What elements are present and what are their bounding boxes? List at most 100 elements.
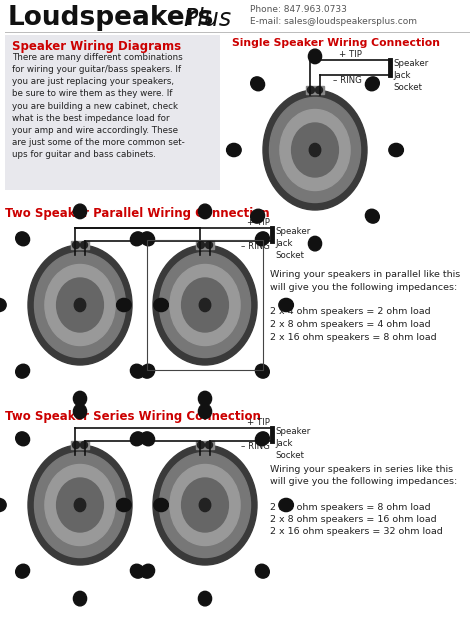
Ellipse shape xyxy=(199,391,211,406)
Text: E-mail: sales@loudspeakersplus.com: E-mail: sales@loudspeakersplus.com xyxy=(250,17,417,26)
Text: Wiring your speakers in parallel like this
will give you the following impedance: Wiring your speakers in parallel like th… xyxy=(270,270,460,341)
Ellipse shape xyxy=(141,432,155,446)
Ellipse shape xyxy=(73,391,87,406)
Ellipse shape xyxy=(45,265,115,346)
Text: – RING: – RING xyxy=(241,442,270,451)
Bar xyxy=(196,441,214,449)
Ellipse shape xyxy=(0,298,6,312)
Ellipse shape xyxy=(227,143,241,157)
Text: + TIP: + TIP xyxy=(339,50,362,59)
Ellipse shape xyxy=(56,478,103,532)
Ellipse shape xyxy=(365,77,379,91)
Ellipse shape xyxy=(130,564,144,578)
Ellipse shape xyxy=(199,592,211,606)
Text: Speaker
Jack
Socket: Speaker Jack Socket xyxy=(393,59,428,92)
Ellipse shape xyxy=(154,499,168,511)
Ellipse shape xyxy=(16,432,29,446)
Text: + TIP: + TIP xyxy=(247,418,270,427)
Bar xyxy=(71,441,89,449)
Circle shape xyxy=(198,241,204,248)
Ellipse shape xyxy=(199,204,211,219)
Text: Two Speaker Parallel Wiring Connection: Two Speaker Parallel Wiring Connection xyxy=(5,207,270,220)
Ellipse shape xyxy=(130,232,144,246)
Text: Two Speaker Series Wiring Connection: Two Speaker Series Wiring Connection xyxy=(5,410,261,423)
Ellipse shape xyxy=(170,465,240,545)
Ellipse shape xyxy=(199,499,211,511)
Circle shape xyxy=(81,442,88,449)
Ellipse shape xyxy=(56,278,103,332)
Circle shape xyxy=(81,241,88,248)
FancyBboxPatch shape xyxy=(5,35,220,190)
Ellipse shape xyxy=(159,253,250,358)
Circle shape xyxy=(73,442,80,449)
Ellipse shape xyxy=(74,499,86,511)
Text: Phone: 847.963.0733: Phone: 847.963.0733 xyxy=(250,5,347,14)
Ellipse shape xyxy=(255,232,269,246)
Ellipse shape xyxy=(389,143,403,157)
Ellipse shape xyxy=(130,432,144,446)
Ellipse shape xyxy=(251,77,264,91)
Ellipse shape xyxy=(28,245,132,365)
Ellipse shape xyxy=(182,278,228,332)
Ellipse shape xyxy=(35,253,126,358)
Ellipse shape xyxy=(159,453,250,557)
Ellipse shape xyxy=(16,364,29,378)
Ellipse shape xyxy=(309,236,321,251)
Ellipse shape xyxy=(255,432,269,446)
Text: Speaker
Jack
Socket: Speaker Jack Socket xyxy=(275,227,310,260)
Text: Wiring your speakers in series like this
will give you the following impedances:: Wiring your speakers in series like this… xyxy=(270,465,457,537)
Ellipse shape xyxy=(28,445,132,565)
Ellipse shape xyxy=(73,592,87,606)
Ellipse shape xyxy=(251,209,264,223)
Ellipse shape xyxy=(141,232,155,246)
Ellipse shape xyxy=(255,364,269,378)
Text: Plus: Plus xyxy=(183,7,231,31)
Text: + TIP: + TIP xyxy=(247,218,270,227)
Circle shape xyxy=(206,442,212,449)
Circle shape xyxy=(316,87,322,94)
Text: Single Speaker Wiring Connection: Single Speaker Wiring Connection xyxy=(232,38,440,48)
Ellipse shape xyxy=(141,564,155,578)
Ellipse shape xyxy=(309,143,321,157)
Ellipse shape xyxy=(153,445,257,565)
Ellipse shape xyxy=(74,298,86,312)
Ellipse shape xyxy=(263,90,367,210)
Ellipse shape xyxy=(117,298,131,312)
Ellipse shape xyxy=(255,564,269,578)
Text: – RING: – RING xyxy=(333,76,362,85)
Text: Speaker Wiring Diagrams: Speaker Wiring Diagrams xyxy=(12,40,181,53)
Ellipse shape xyxy=(73,204,87,219)
Ellipse shape xyxy=(45,465,115,545)
Text: – RING: – RING xyxy=(241,242,270,251)
Ellipse shape xyxy=(16,232,29,246)
Text: Loudspeakers: Loudspeakers xyxy=(8,5,214,31)
Ellipse shape xyxy=(154,298,168,312)
Circle shape xyxy=(73,241,80,248)
Circle shape xyxy=(206,241,212,248)
Ellipse shape xyxy=(130,364,144,378)
Ellipse shape xyxy=(309,49,321,64)
Bar xyxy=(306,86,324,94)
Ellipse shape xyxy=(280,109,350,190)
Text: There are many different combinations
for wiring your guitar/bass speakers. If
y: There are many different combinations fo… xyxy=(12,53,185,159)
Bar xyxy=(196,241,214,249)
Ellipse shape xyxy=(73,404,87,418)
Ellipse shape xyxy=(270,97,361,202)
Ellipse shape xyxy=(153,245,257,365)
Circle shape xyxy=(308,87,315,94)
Ellipse shape xyxy=(199,404,211,418)
Ellipse shape xyxy=(141,364,155,378)
Ellipse shape xyxy=(0,499,6,511)
Ellipse shape xyxy=(35,453,126,557)
Bar xyxy=(147,240,263,370)
Ellipse shape xyxy=(182,478,228,532)
Ellipse shape xyxy=(365,209,379,223)
Ellipse shape xyxy=(199,298,211,312)
Ellipse shape xyxy=(16,564,29,578)
Circle shape xyxy=(198,442,204,449)
Ellipse shape xyxy=(279,298,293,312)
Ellipse shape xyxy=(170,265,240,346)
Ellipse shape xyxy=(292,123,338,177)
Text: Speaker
Jack
Socket: Speaker Jack Socket xyxy=(275,427,310,459)
Bar xyxy=(71,241,89,249)
